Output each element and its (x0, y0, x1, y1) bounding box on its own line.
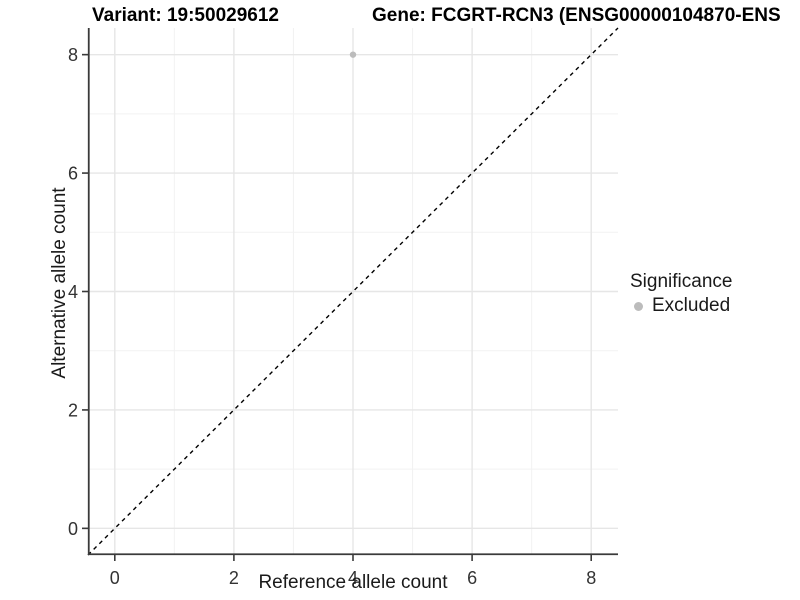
legend-point-icon (634, 301, 643, 311)
x-axis-title: Reference allele count (258, 572, 448, 593)
legend-entry: Excluded (630, 294, 732, 318)
legend-entry-label: Excluded (652, 295, 731, 316)
y-tick-label: 0 (68, 519, 78, 539)
x-tick-label: 0 (110, 568, 120, 588)
x-tick-label: 2 (229, 568, 239, 588)
y-tick-label: 8 (68, 45, 78, 65)
y-tick-label: 2 (68, 400, 78, 420)
x-tick-label: 8 (586, 568, 596, 588)
y-tick-label: 6 (68, 164, 78, 184)
data-point (349, 51, 357, 58)
x-tick-label: 4 (348, 568, 358, 588)
y-axis-title: Alternative allele count (49, 187, 70, 379)
plot-panel: 0 2 4 6 8 0 2 4 6 8 (68, 27, 619, 588)
legend: Significance Excluded (630, 271, 732, 318)
plot-title-variant: Variant: 19:50029612 (92, 5, 279, 26)
plot-title-gene: Gene: FCGRT-RCN3 (ENSG00000104870-ENS (372, 5, 781, 26)
x-tick-label: 6 (467, 568, 477, 588)
y-tick-label: 4 (68, 282, 78, 302)
legend-title: Significance (630, 271, 733, 292)
